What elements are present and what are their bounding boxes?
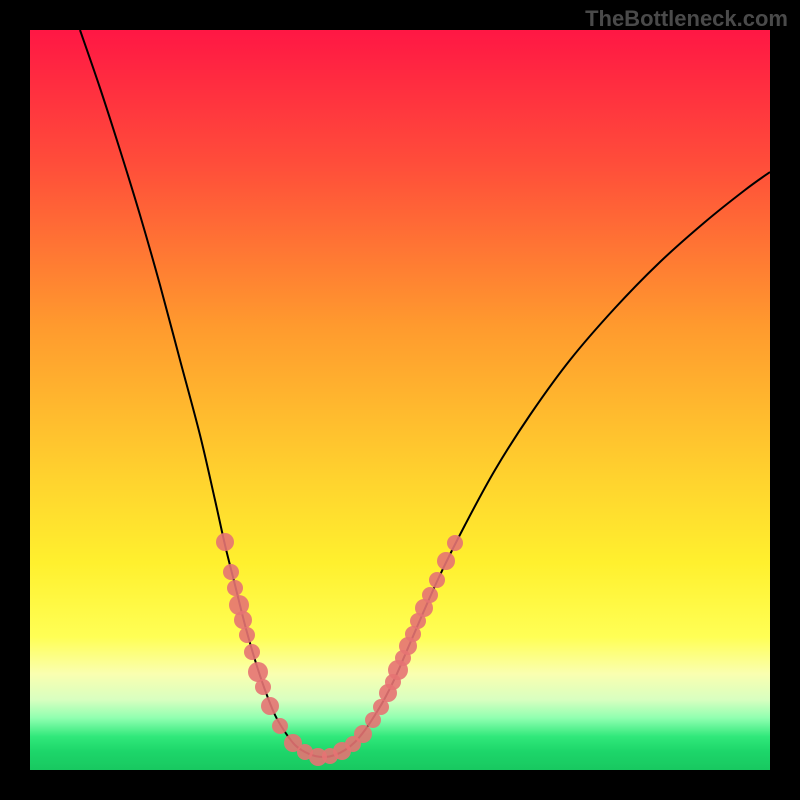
plot-area — [30, 30, 770, 770]
watermark-text: TheBottleneck.com — [585, 6, 788, 32]
gradient-background — [30, 30, 770, 770]
chart-root: TheBottleneck.com — [0, 0, 800, 800]
